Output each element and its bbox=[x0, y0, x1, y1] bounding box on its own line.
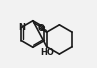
Text: HO: HO bbox=[40, 48, 54, 57]
Text: N: N bbox=[18, 23, 25, 32]
Text: O: O bbox=[38, 24, 45, 33]
